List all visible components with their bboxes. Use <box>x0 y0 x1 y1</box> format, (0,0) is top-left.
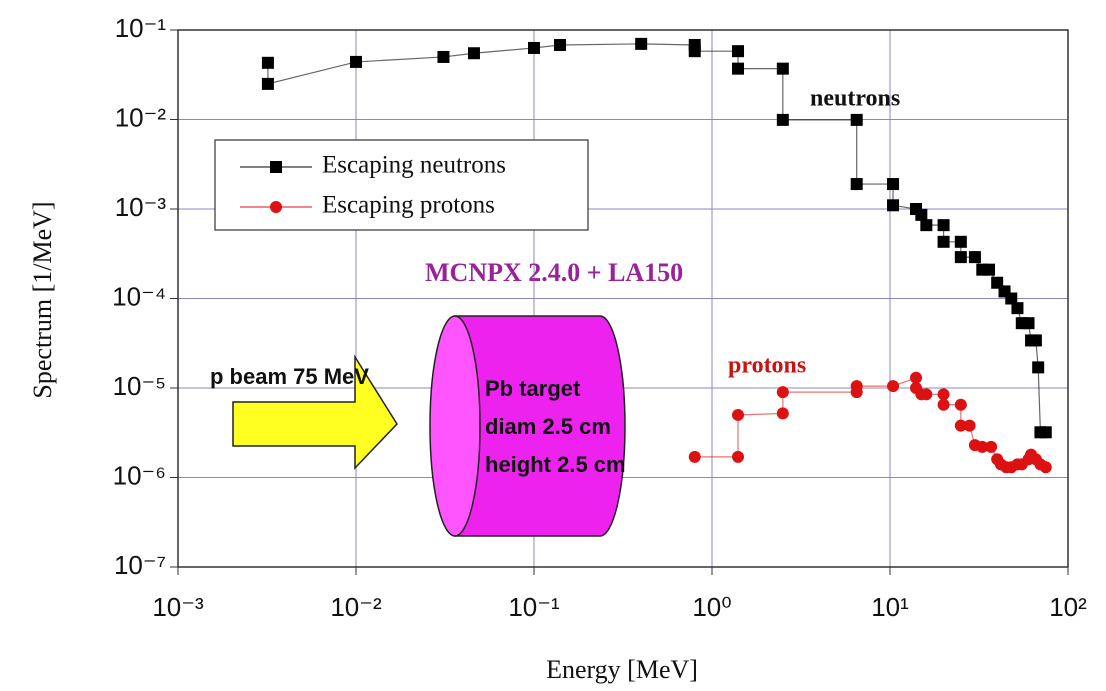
annotation: Pb target <box>485 376 581 401</box>
annotation: protons <box>728 353 806 379</box>
data-point <box>963 419 976 432</box>
annotation: diam 2.5 cm <box>485 414 611 439</box>
data-point <box>732 45 745 58</box>
x-tick-label: 10² <box>1049 592 1087 622</box>
data-point <box>1022 317 1035 330</box>
series-layer <box>261 37 1052 474</box>
data-point <box>968 251 981 264</box>
data-point <box>954 398 967 411</box>
data-point <box>261 56 274 69</box>
data-point <box>937 388 950 401</box>
data-point <box>688 450 701 463</box>
data-point <box>954 251 967 264</box>
x-tick-label: 10⁰ <box>692 592 731 622</box>
data-point <box>850 380 863 393</box>
data-point <box>937 398 950 411</box>
x-tick-label: 10¹ <box>871 592 909 622</box>
data-point <box>937 235 950 248</box>
data-point <box>467 47 480 60</box>
legend-box <box>214 139 589 231</box>
data-point <box>635 37 648 50</box>
data-point <box>688 45 701 58</box>
x-tick-label: 10⁻³ <box>152 592 204 622</box>
y-tick-label: 10⁻⁶ <box>113 460 166 490</box>
y-tick-label: 10⁻¹ <box>115 13 167 43</box>
data-point <box>985 440 998 453</box>
data-point <box>261 77 274 90</box>
data-point <box>954 419 967 432</box>
y-tick-label: 10⁻⁵ <box>113 371 166 401</box>
data-point <box>887 199 900 212</box>
target-body <box>454 315 626 537</box>
data-point <box>920 219 933 232</box>
data-point <box>1005 292 1018 305</box>
data-point <box>976 440 989 453</box>
data-point <box>1032 361 1045 374</box>
data-point <box>920 388 933 401</box>
beam-arrow <box>232 354 398 470</box>
data-point <box>776 386 789 399</box>
data-point <box>850 178 863 191</box>
data-point <box>850 113 863 126</box>
annotation: MCNPX 2.4.0 + LA150 <box>425 258 683 287</box>
data-point <box>437 50 450 63</box>
data-point <box>915 208 928 221</box>
data-point <box>350 55 362 68</box>
x-tick-label: 10⁻² <box>330 592 382 622</box>
legend-marker <box>270 161 282 173</box>
data-point <box>732 62 745 75</box>
data-point <box>887 178 900 191</box>
data-point <box>554 38 567 51</box>
annotation: neutrons <box>810 86 900 112</box>
data-point <box>910 371 923 384</box>
legend: Escaping neutrons Escaping protons <box>214 139 589 231</box>
data-point <box>776 407 789 420</box>
annotation: height 2.5 cm <box>485 452 626 477</box>
x-axis-title: Energy [MeV] <box>546 655 698 684</box>
data-point <box>1039 461 1052 474</box>
y-tick-label: 10⁻³ <box>115 192 167 222</box>
data-point <box>776 62 789 75</box>
data-point <box>887 380 900 393</box>
y-tick-label: 10⁻⁷ <box>114 550 166 580</box>
y-axis-title: Spectrum [1/MeV] <box>28 201 57 398</box>
data-point <box>937 219 950 232</box>
y-tick-label: 10⁻⁴ <box>112 281 166 311</box>
annotation: p beam 75 MeV <box>210 364 369 389</box>
y-tick-label: 10⁻² <box>115 102 167 132</box>
data-point <box>732 408 745 421</box>
data-point <box>732 450 745 463</box>
data-point <box>528 41 540 54</box>
legend-label: Escaping protons <box>322 192 495 219</box>
data-point <box>776 113 789 126</box>
data-point <box>954 235 967 248</box>
legend-label: Escaping neutrons <box>322 152 506 179</box>
data-point <box>983 263 996 276</box>
data-point <box>1039 426 1052 439</box>
data-point <box>1011 302 1024 315</box>
x-tick-label: 10⁻¹ <box>508 592 560 622</box>
legend-marker <box>270 201 282 213</box>
plot-frame <box>177 29 1069 568</box>
target-face <box>429 315 481 537</box>
data-point <box>1029 334 1042 347</box>
